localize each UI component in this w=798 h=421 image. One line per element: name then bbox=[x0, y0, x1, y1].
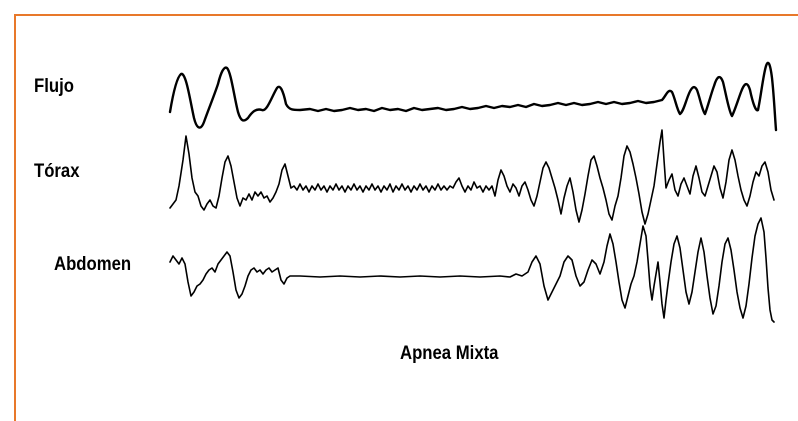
abdomen-trace bbox=[169, 217, 775, 323]
trace-label-abdomen: Abdomen bbox=[54, 254, 132, 275]
figure-frame bbox=[14, 14, 798, 421]
flujo-trace bbox=[168, 61, 778, 132]
trace-label-torax: Tórax bbox=[34, 161, 80, 182]
trace-label-flujo: Flujo bbox=[34, 76, 74, 97]
torax-trace bbox=[169, 129, 775, 225]
figure-caption: Apnea Mixta bbox=[400, 343, 499, 364]
